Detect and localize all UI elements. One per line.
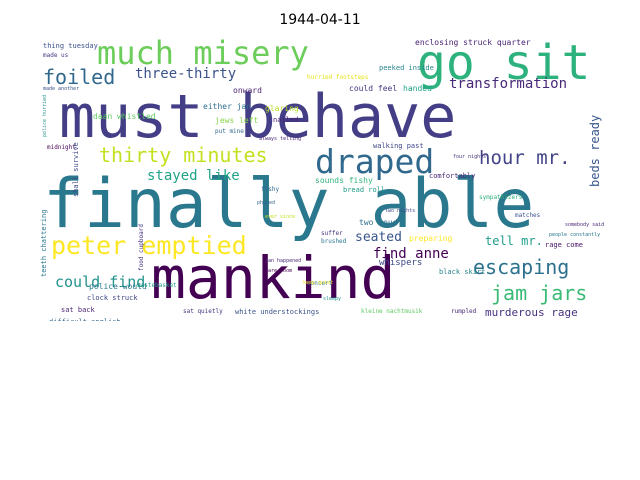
word-sat-back: sat back	[61, 306, 95, 314]
word-three-thirty: three-thirty	[135, 66, 237, 82]
word-brushed: brushed	[321, 238, 347, 245]
word-people-constantly: people constantly	[549, 232, 601, 238]
word-sympathizers: sympathizers	[479, 194, 523, 201]
chart-title: 1944-04-11	[279, 12, 361, 28]
word-shall-survive: shall survive	[72, 142, 80, 197]
word-comfortably: comfortably	[429, 172, 476, 180]
word-thing-tuesday: thing tuesday	[43, 42, 98, 50]
word-matches: matches	[515, 212, 541, 219]
word-keep-quiet: keep quiet	[303, 280, 334, 286]
word-always-telling: always telling	[259, 136, 302, 142]
word-concert: concert	[307, 280, 333, 287]
word-sleepy: sleepy	[323, 296, 342, 302]
word-could-feel: could feel	[349, 84, 398, 93]
word-bare-room: bare room	[265, 268, 293, 274]
word-finally-able: finally able	[43, 165, 535, 244]
word-rage-come: rage come	[545, 241, 583, 249]
word-sat-quietly: sat quietly	[183, 308, 223, 315]
word-could-find: could find	[55, 273, 146, 291]
word-tell-mr: tell mr.	[485, 234, 543, 248]
word-much-misery: much misery	[97, 37, 309, 72]
word-jam-jars: jam jars	[491, 281, 588, 305]
word-fishy: fishy	[261, 186, 280, 193]
word-handed: handed	[403, 84, 432, 93]
word-jews-left: jews left	[215, 116, 259, 125]
word-glaring: glaring	[265, 104, 299, 113]
word-peter-emptied: peter emptied	[51, 231, 247, 260]
word-bread-roll: bread roll	[343, 186, 386, 194]
word-ever-since: ever since	[265, 214, 296, 220]
word-put-mine: put mine	[215, 128, 244, 135]
word-foiled: foiled	[43, 65, 116, 89]
word-enclosing-struck-quarter: enclosing struck quarter	[415, 38, 531, 47]
word-four-nights: four nights	[453, 154, 487, 160]
word-must-behave: must behave	[59, 82, 457, 152]
word-walking-past: walking past	[373, 142, 424, 150]
word-made-another: made another	[43, 86, 80, 92]
word-white-understockings: white understockings	[235, 308, 320, 316]
word-jan-happened: jan happened	[265, 258, 302, 264]
word-kleine-nachtmusik: kleine nachtmusik	[361, 308, 423, 315]
word-difficult-english: difficult english	[49, 319, 121, 322]
word-thirty-minutes: thirty minutes	[99, 143, 268, 167]
word-escaping: escaping	[473, 255, 570, 279]
word-murderous-rage: murderous rage	[485, 306, 578, 319]
word-mankind: mankind	[151, 244, 396, 312]
word-phoned: phoned	[257, 200, 276, 206]
word-hour-mr: hour mr.	[479, 147, 571, 169]
word-police-would: police would	[89, 282, 147, 291]
word-either-jan: either jan	[203, 102, 252, 111]
word-black-skirt: black skirt	[439, 268, 486, 276]
word-suffer: suffer	[321, 230, 343, 237]
word-onward: onward	[233, 86, 262, 95]
word-seated: seated	[355, 230, 402, 245]
word-made-us: made us	[43, 52, 69, 59]
word-teeth-chattering: teeth chattering	[40, 209, 48, 277]
word-stayed-like: stayed like	[147, 168, 240, 184]
word-nailed: nailed	[273, 116, 299, 124]
word-preparing: preparing	[409, 234, 453, 243]
word-hurried-footsteps: hurried footsteps	[307, 74, 369, 81]
word-beds-ready: beds ready	[588, 114, 602, 187]
word-draped: draped	[315, 142, 435, 181]
word-wastebasket: wastebasket	[137, 282, 177, 289]
word-somebody-said: somebody said	[565, 222, 605, 228]
word-two-loud: two loud	[359, 218, 398, 227]
word-police-hurried: police hurried	[42, 94, 48, 137]
word-daan-whistled: daan whistled	[93, 112, 156, 121]
word-peeked-inside: peeked inside	[379, 64, 434, 72]
word-food-cupboard: food cupboard	[138, 224, 145, 271]
word-whispers: whispers	[379, 258, 423, 268]
word-clock-struck: clock struck	[87, 294, 138, 302]
word-midnight: midnight	[47, 144, 76, 151]
word-sounds-fishy: sounds fishy	[315, 176, 373, 185]
word-find-anne: find anne	[373, 246, 449, 262]
word-rumpled: rumpled	[451, 308, 477, 315]
word-two-nights: two nights	[385, 208, 416, 214]
word-go-sit: go sit	[417, 37, 591, 91]
word-cloud: mankind finally able must behave go sit …	[39, 37, 607, 321]
word-transformation: transformation	[449, 76, 568, 92]
